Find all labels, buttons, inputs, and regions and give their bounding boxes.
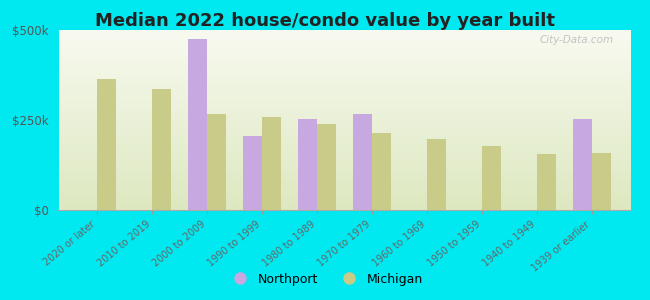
- Legend: Northport, Michigan: Northport, Michigan: [222, 268, 428, 291]
- Bar: [188, 39, 207, 210]
- Bar: [372, 133, 391, 210]
- Bar: [242, 136, 262, 210]
- Bar: [353, 113, 372, 210]
- Bar: [537, 154, 556, 210]
- Bar: [262, 117, 281, 210]
- Bar: [207, 113, 226, 210]
- Bar: [573, 119, 592, 210]
- Bar: [298, 119, 317, 210]
- Bar: [482, 146, 501, 210]
- Text: City-Data.com: City-Data.com: [540, 35, 614, 45]
- Bar: [152, 89, 171, 210]
- Bar: [592, 153, 611, 210]
- Bar: [97, 79, 116, 210]
- Bar: [427, 139, 447, 210]
- Text: Median 2022 house/condo value by year built: Median 2022 house/condo value by year bu…: [95, 12, 555, 30]
- Bar: [317, 124, 336, 210]
